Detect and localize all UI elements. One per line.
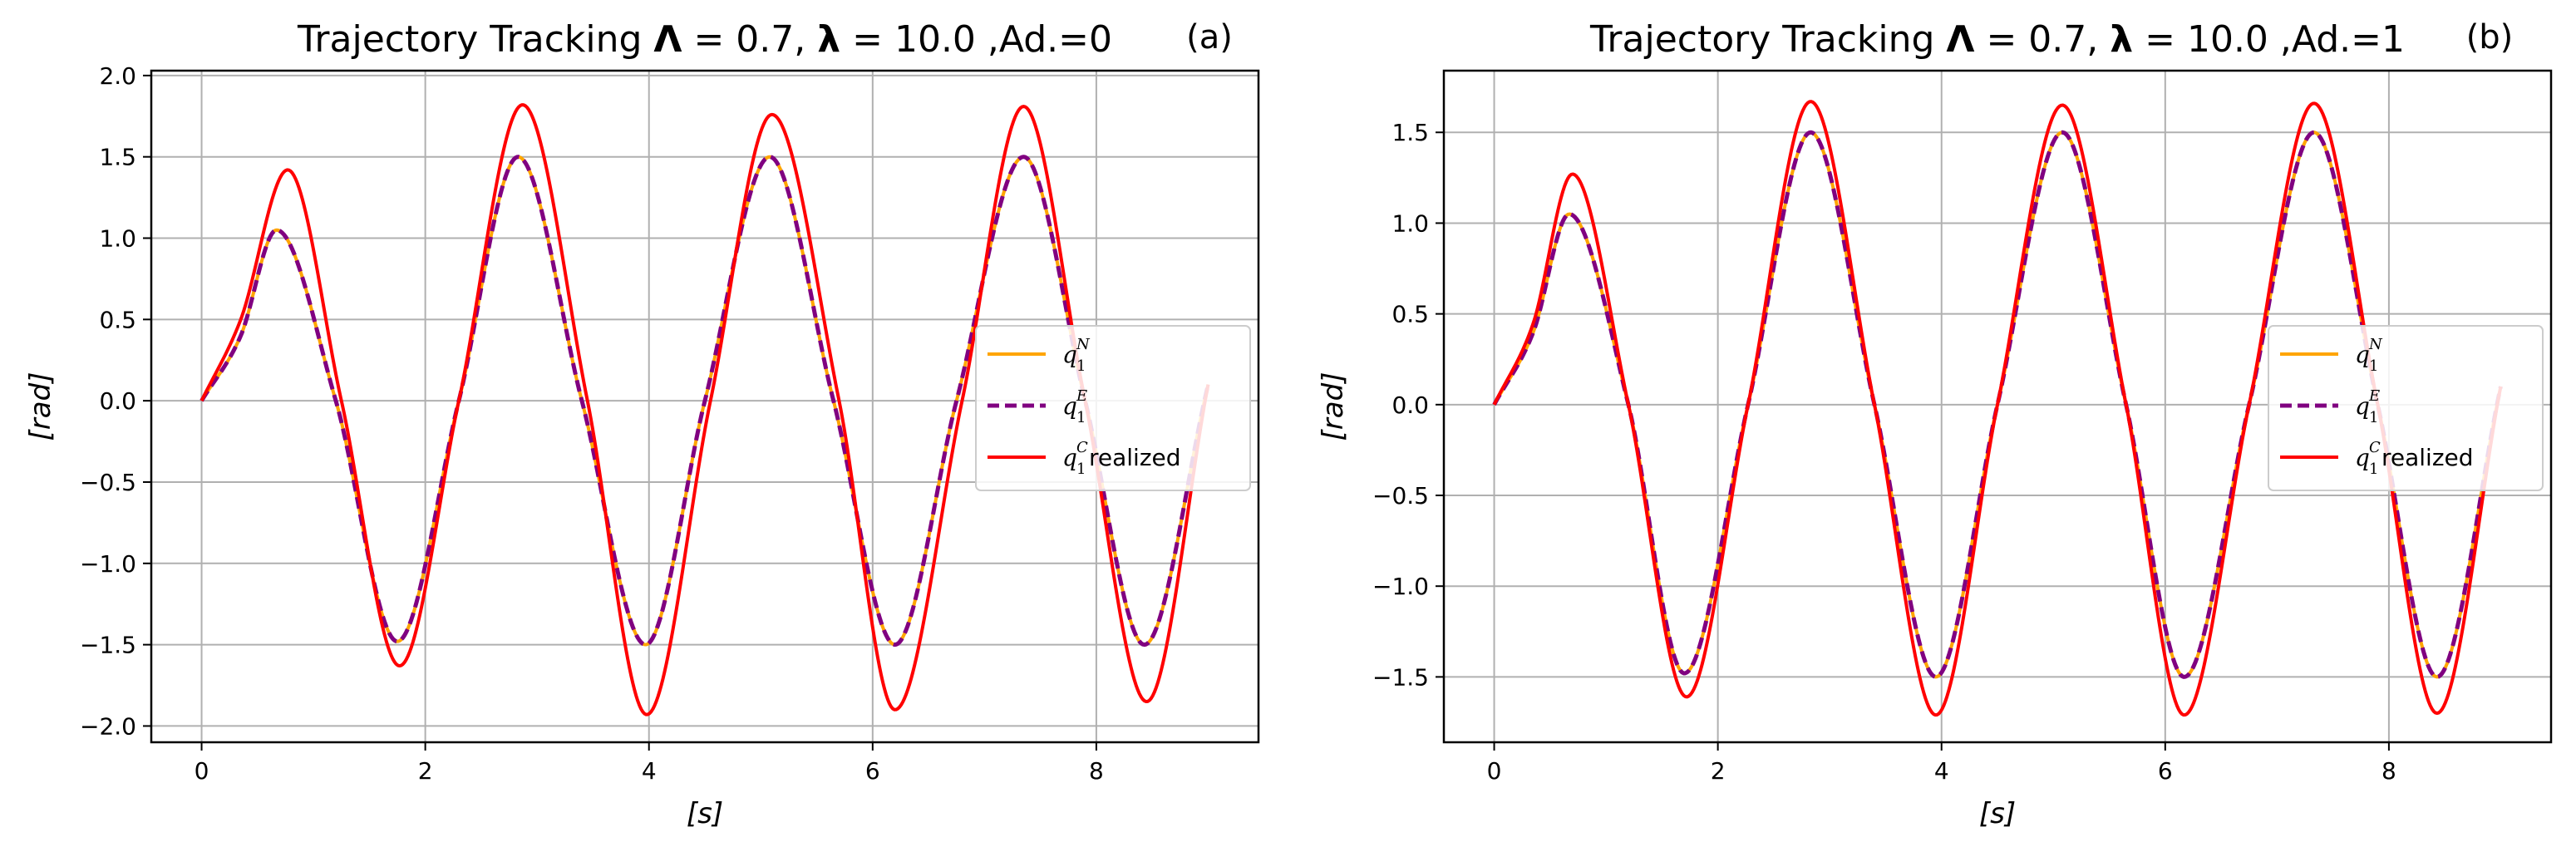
legend-label: q <box>1062 341 1077 368</box>
y-tick-label: −0.5 <box>80 469 136 496</box>
y-tick-label: 2.0 <box>99 62 136 90</box>
x-tick-label: 2 <box>1711 757 1726 785</box>
y-tick-label: 1.0 <box>99 225 136 253</box>
y-tick-label: −0.5 <box>1372 482 1429 510</box>
x-axis-label: [s] <box>1979 797 2016 830</box>
legend-label-sup: C <box>2369 439 2381 456</box>
axes-frame <box>1442 69 2553 744</box>
y-tick-label: 1.5 <box>99 144 136 171</box>
y-tick-label: 1.5 <box>1391 119 1429 146</box>
x-tick-label: 8 <box>1089 757 1104 785</box>
legend-box <box>2268 325 2544 491</box>
legend-label-sub: 1 <box>1076 460 1086 478</box>
chart-panel-a: 0 2 4 6 8 −2.0 −1.5 −1.0 −0.5 0.0 0.5 1.0 1.5 2.0 [s] [… <box>24 18 1260 830</box>
legend-label-tail: realized <box>1089 444 1181 471</box>
legend-box <box>975 325 1251 491</box>
legend-label-sup: E <box>1076 387 1087 405</box>
legend-label: q <box>1062 444 1077 471</box>
legend-label-sup: C <box>1076 439 1088 456</box>
legend-label-sup: N <box>2368 336 2383 353</box>
legend-label-sup: E <box>2368 387 2380 405</box>
legend-label-sub: 1 <box>1076 409 1086 426</box>
chart-title: Trajectory Tracking Λ = 0.7, λ = 10.0 ,A… <box>1589 18 2405 61</box>
legend-label-sub: 1 <box>2369 460 2378 478</box>
series-line-c <box>1492 100 2503 717</box>
legend-label-sub: 1 <box>2369 409 2378 426</box>
y-tick-label: 0.5 <box>1391 301 1429 328</box>
x-tick-label: 6 <box>865 757 880 785</box>
y-tick-label: 0.5 <box>99 306 136 333</box>
legend-label-sup: N <box>1076 336 1091 353</box>
y-tick-label: 0.0 <box>99 387 136 415</box>
x-tick-label: 8 <box>2381 757 2396 785</box>
x-tick-label: 2 <box>418 757 433 785</box>
y-tick-label: −1.0 <box>1372 573 1429 600</box>
legend-label: q <box>2355 341 2370 368</box>
y-tick-label: −1.0 <box>80 550 136 578</box>
y-tick-label: −1.5 <box>80 632 136 659</box>
panel-label: (a) <box>1186 18 1233 57</box>
x-tick-label: 4 <box>642 757 657 785</box>
legend-label: q <box>2355 392 2370 420</box>
x-tick-label: 0 <box>1487 757 1502 785</box>
chart-panel-b: 0 2 4 6 8 −1.5 −1.0 −0.5 0.0 0.5 1.0 1.5 [s] [rad] Tra… <box>1317 18 2553 830</box>
y-tick-label: 1.0 <box>1391 209 1429 237</box>
y-tick-label: −1.5 <box>1372 663 1429 691</box>
axes-frame <box>150 69 1260 744</box>
y-tick-label: −2.0 <box>80 712 136 740</box>
series-line-e <box>1492 130 2503 679</box>
y-tick-label: 0.0 <box>1391 391 1429 419</box>
chart-title: Trajectory Tracking Λ = 0.7, λ = 10.0 ,A… <box>297 18 1112 61</box>
series-line-e <box>199 155 1210 648</box>
y-axis-label: [rad] <box>24 372 57 441</box>
x-tick-label: 0 <box>195 757 209 785</box>
x-tick-label: 4 <box>1934 757 1949 785</box>
legend-label-sub: 1 <box>2369 357 2378 375</box>
legend-label-tail: realized <box>2381 444 2474 471</box>
x-axis-label: [s] <box>687 797 723 830</box>
x-tick-label: 6 <box>2158 757 2173 785</box>
legend-label: q <box>1062 392 1077 420</box>
legend-label: q <box>2355 444 2370 471</box>
y-axis-label: [rad] <box>1317 372 1350 441</box>
legend-label-sub: 1 <box>1076 357 1086 375</box>
series-line-c <box>199 103 1210 716</box>
panel-label: (b) <box>2466 18 2514 57</box>
